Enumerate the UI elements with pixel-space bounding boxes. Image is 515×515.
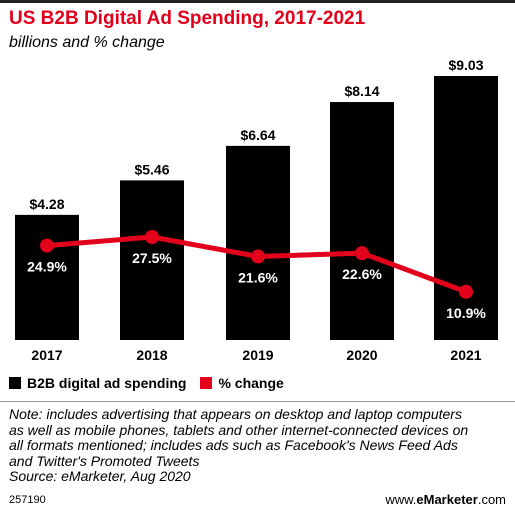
legend-label-spending: B2B digital ad spending [27, 375, 187, 391]
brand-suffix: .com [477, 492, 506, 507]
chart-title: US B2B Digital Ad Spending, 2017-2021 [9, 8, 366, 29]
change-label-2020: 22.6% [342, 266, 382, 282]
legend-label-change: % change [218, 375, 284, 391]
change-point-2020 [355, 246, 369, 261]
change-point-2018 [145, 230, 159, 244]
bar-2018 [120, 180, 184, 340]
divider [0, 401, 515, 402]
bar-value-label-2021: $9.03 [448, 58, 483, 73]
legend-swatch-spending [9, 377, 21, 389]
brand-link[interactable]: www.eMarketer.com [385, 492, 506, 507]
change-label-2019: 21.6% [238, 269, 278, 285]
bar-2020 [330, 102, 394, 340]
bar-value-label-2020: $8.14 [344, 83, 379, 99]
bar-2017 [15, 214, 79, 340]
note-line-2: as well as mobile phones, tablets and ot… [9, 421, 469, 438]
chart-plot: $4.28 2017 $5.46 2018 $6.64 2019 $8.14 2020 $9.0… [15, 58, 498, 363]
bar-value-label-2019: $6.64 [240, 127, 275, 143]
note-line-4: and Twitter's Promoted Tweets [9, 452, 200, 469]
legend: B2B digital ad spending % change [9, 375, 298, 391]
x-tick-label-2017: 2017 [31, 347, 62, 363]
chart-subtitle: billions and % change [9, 34, 165, 51]
note-line-3: all formats mentioned; includes ads such… [9, 437, 458, 453]
top-rule [0, 0, 515, 3]
source-line: Source: eMarketer, Aug 2020 [9, 468, 191, 484]
change-label-2017: 24.9% [27, 259, 67, 275]
x-tick-label-2019: 2019 [242, 347, 273, 363]
legend-swatch-change [200, 377, 213, 389]
x-tick-label-2021: 2021 [450, 347, 481, 363]
x-tick-label-2020: 2020 [346, 347, 377, 363]
bar-value-label-2017: $4.28 [29, 196, 64, 212]
bar-value-label-2018: $5.46 [134, 161, 169, 177]
brand-prefix: www. [385, 492, 417, 507]
change-label-2021: 10.9% [446, 305, 486, 321]
change-point-2021 [459, 284, 473, 299]
legend-item-change: % change [200, 375, 284, 391]
change-label-2018: 27.5% [132, 250, 172, 266]
chart-id: 257190 [9, 494, 46, 506]
x-tick-label-2018: 2018 [136, 347, 167, 363]
bar-2021 [434, 76, 498, 340]
note-line-1: Note: includes advertising that appears … [9, 406, 462, 422]
change-point-2019 [251, 249, 265, 264]
legend-item-spending: B2B digital ad spending [9, 375, 186, 391]
brand-name: eMarketer [416, 492, 478, 507]
note: Note: includes advertising that appears … [9, 406, 509, 485]
change-point-2017 [40, 238, 54, 253]
bar-2019 [226, 145, 290, 340]
